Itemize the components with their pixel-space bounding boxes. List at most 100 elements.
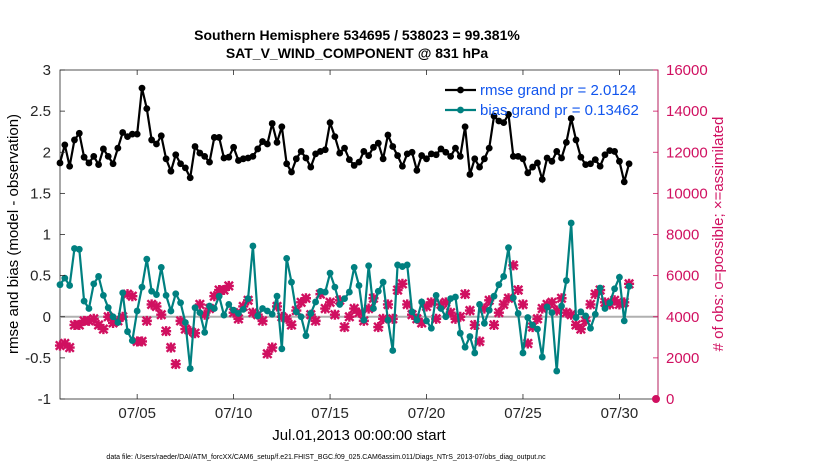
bias-point — [355, 282, 363, 289]
assimilated-point — [580, 315, 591, 326]
x-tick-label: 07/15 — [311, 405, 349, 422]
rmse-point — [543, 154, 551, 162]
assimilated-point — [296, 297, 307, 308]
bias-point — [500, 273, 508, 280]
data-file-footnote: data file: /Users/raeder/DAI/ATM_forcXX/… — [106, 454, 546, 461]
assimilated-point — [93, 319, 104, 331]
rmse-point — [71, 136, 78, 144]
assimilated-point — [233, 313, 244, 324]
bias-point — [85, 305, 93, 312]
bias-point — [201, 328, 209, 336]
bias-point — [456, 329, 464, 337]
rmse-point — [302, 154, 310, 162]
bias-point — [162, 291, 170, 299]
bias-point — [100, 291, 107, 299]
y-axis-right: 0 2000 4000 6000 8000 10000 12000 14000 16000 — [653, 62, 708, 408]
x-axis-label: Jul.01,2013 00:00:00 start — [272, 427, 446, 444]
rmse-point — [370, 143, 377, 151]
rmse-point — [365, 152, 373, 159]
bias-point — [514, 310, 522, 317]
bias-point — [567, 219, 575, 227]
bias-point — [427, 324, 435, 332]
rmse-point — [476, 163, 483, 171]
rmse-point — [384, 131, 392, 139]
assimilated-point — [88, 313, 99, 324]
assimilated-point — [218, 284, 230, 296]
assimilated-point — [469, 319, 480, 331]
rmse-point — [109, 160, 117, 168]
bias-point — [321, 288, 329, 296]
assimilated-point — [387, 313, 398, 324]
bias-point — [437, 305, 445, 312]
y2-tick-label: 16000 — [666, 62, 708, 79]
bias-point — [538, 353, 546, 361]
assimilated-point — [392, 284, 403, 296]
rmse-point — [553, 148, 561, 155]
bias-point — [370, 305, 377, 312]
assimilated-point — [416, 317, 427, 328]
bias-point — [587, 324, 594, 332]
rmse-point — [591, 156, 599, 164]
rmse-point — [263, 140, 271, 148]
bias-point — [196, 309, 204, 317]
assimilated-point — [223, 280, 234, 291]
bias-point — [225, 301, 233, 308]
rmse-point — [230, 143, 238, 151]
y-tick-label: 0 — [43, 309, 51, 326]
rmse-point — [104, 152, 112, 160]
rmse-point — [529, 163, 537, 171]
bias-point — [562, 277, 570, 284]
bias-point — [577, 308, 585, 316]
assimilated-point — [98, 324, 109, 335]
rmse-point — [456, 152, 464, 160]
assimilated-point — [209, 291, 220, 302]
bias-point — [360, 316, 368, 324]
rmse-point — [442, 148, 450, 156]
bias-point — [167, 307, 175, 315]
rmse-point — [119, 129, 127, 136]
bias-point — [128, 337, 136, 345]
bias-point — [138, 283, 146, 291]
y2-tick-label: 0 — [666, 391, 674, 408]
assimilated-point — [334, 295, 345, 306]
rmse-point — [56, 159, 64, 167]
bias-point — [461, 343, 469, 351]
rmse-point — [162, 155, 170, 163]
assimilated-point — [339, 321, 350, 333]
x-axis: 07/05 07/10 07/15 07/20 07/25 07/30 — [118, 70, 638, 422]
bias-point — [312, 298, 319, 306]
assimilated-point — [170, 358, 181, 370]
bias-point — [239, 305, 247, 313]
rmse-point — [288, 168, 295, 176]
rmse-point — [447, 152, 455, 160]
assimilated-point — [479, 303, 490, 314]
rmse-point — [273, 138, 281, 146]
bias-point — [307, 310, 315, 317]
rmse-point — [225, 153, 233, 161]
x-tick-label: 07/25 — [504, 405, 542, 422]
bias-point — [591, 310, 599, 318]
bias-point — [244, 295, 252, 303]
rmse-point — [587, 160, 594, 168]
assimilated-point — [382, 299, 393, 310]
rmse-point — [423, 155, 430, 163]
rmse-point — [215, 134, 223, 141]
assimilated-point — [353, 307, 365, 318]
rmse-point — [558, 154, 565, 162]
rmse-point — [616, 157, 623, 165]
rmse-point — [374, 139, 382, 147]
bias-point — [471, 349, 479, 357]
bias-point — [114, 319, 122, 326]
bias-point — [249, 242, 257, 250]
bias-point — [625, 282, 633, 290]
bias-point — [210, 305, 218, 312]
assimilated-point — [281, 313, 292, 324]
assimilated-point — [599, 297, 611, 308]
rmse-point — [331, 133, 339, 141]
rmse-point — [177, 160, 184, 168]
rmse-point — [360, 148, 368, 155]
bias-point — [476, 301, 483, 308]
assimilated-point — [570, 319, 582, 331]
assimilated-point — [532, 313, 543, 324]
